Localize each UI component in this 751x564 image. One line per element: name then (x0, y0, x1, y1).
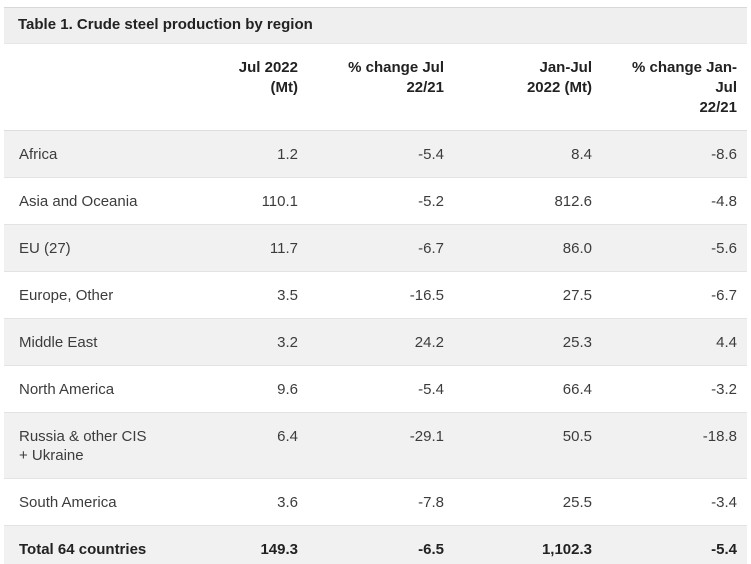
value-cell: -16.5 (308, 271, 454, 319)
table-row-africa: Africa 1.2 -5.4 8.4 -8.6 (4, 130, 747, 178)
region-cell: Middle East (4, 318, 200, 366)
value-cell: -5.2 (308, 177, 454, 225)
value-cell: 3.2 (200, 318, 308, 366)
total-value-cell: -5.4 (602, 525, 747, 564)
column-header-jul-2022: Jul 2022 (Mt) (200, 44, 308, 131)
column-header-jan-jul-2022: Jan-Jul 2022 (Mt) (454, 44, 602, 131)
column-header-region (4, 44, 200, 131)
value-cell: 50.5 (454, 412, 602, 479)
total-value-cell: 1,102.3 (454, 525, 602, 564)
value-cell: -8.6 (602, 130, 747, 178)
value-cell: 812.6 (454, 177, 602, 225)
value-cell: 25.5 (454, 478, 602, 526)
table-row-russia-cis-ukraine: Russia & other CIS + Ukraine 6.4 -29.1 5… (4, 412, 747, 479)
value-cell: 4.4 (602, 318, 747, 366)
table-row-north-america: North America 9.6 -5.4 66.4 -3.2 (4, 365, 747, 413)
value-cell: 8.4 (454, 130, 602, 178)
value-cell: -18.8 (602, 412, 747, 479)
region-cell: Africa (4, 130, 200, 178)
value-cell: 25.3 (454, 318, 602, 366)
value-cell: 110.1 (200, 177, 308, 225)
table-footer: Total 64 countries 149.3 -6.5 1,102.3 -5… (4, 525, 747, 564)
total-value-cell: -6.5 (308, 525, 454, 564)
region-cell: Russia & other CIS + Ukraine (4, 412, 200, 479)
region-cell: Asia and Oceania (4, 177, 200, 225)
table-row-eu27: EU (27) 11.7 -6.7 86.0 -5.6 (4, 224, 747, 272)
value-cell: 27.5 (454, 271, 602, 319)
column-header-pct-change-jul: % change Jul 22/21 (308, 44, 454, 131)
table-title: Table 1. Crude steel production by regio… (4, 7, 747, 44)
value-cell: -4.8 (602, 177, 747, 225)
value-cell: -3.2 (602, 365, 747, 413)
value-cell: 9.6 (200, 365, 308, 413)
value-cell: -5.4 (308, 365, 454, 413)
table-row-total: Total 64 countries 149.3 -6.5 1,102.3 -5… (4, 525, 747, 564)
table-header: Jul 2022 (Mt) % change Jul 22/21 Jan-Jul… (4, 44, 747, 131)
value-cell: -6.7 (308, 224, 454, 272)
value-cell: -7.8 (308, 478, 454, 526)
value-cell: 24.2 (308, 318, 454, 366)
region-cell: South America (4, 478, 200, 526)
crude-steel-table-section: Table 1. Crude steel production by regio… (4, 7, 747, 564)
table-row-south-america: South America 3.6 -7.8 25.5 -3.4 (4, 478, 747, 526)
value-cell: -5.6 (602, 224, 747, 272)
table-row-middle-east: Middle East 3.2 24.2 25.3 4.4 (4, 318, 747, 366)
value-cell: 3.5 (200, 271, 308, 319)
table-row-europe-other: Europe, Other 3.5 -16.5 27.5 -6.7 (4, 271, 747, 319)
column-header-pct-change-jan-jul: % change Jan-Jul 22/21 (602, 44, 747, 131)
total-label-cell: Total 64 countries (4, 525, 200, 564)
value-cell: 11.7 (200, 224, 308, 272)
value-cell: -6.7 (602, 271, 747, 319)
region-cell: EU (27) (4, 224, 200, 272)
value-cell: 86.0 (454, 224, 602, 272)
value-cell: 3.6 (200, 478, 308, 526)
region-cell: Europe, Other (4, 271, 200, 319)
crude-steel-production-table: Jul 2022 (Mt) % change Jul 22/21 Jan-Jul… (4, 44, 747, 564)
value-cell: 1.2 (200, 130, 308, 178)
value-cell: 66.4 (454, 365, 602, 413)
total-value-cell: 149.3 (200, 525, 308, 564)
value-cell: -3.4 (602, 478, 747, 526)
value-cell: -29.1 (308, 412, 454, 479)
table-body: Africa 1.2 -5.4 8.4 -8.6 Asia and Oceani… (4, 130, 747, 526)
value-cell: 6.4 (200, 412, 308, 479)
table-row-asia-oceania: Asia and Oceania 110.1 -5.2 812.6 -4.8 (4, 177, 747, 225)
value-cell: -5.4 (308, 130, 454, 178)
region-cell: North America (4, 365, 200, 413)
header-row: Jul 2022 (Mt) % change Jul 22/21 Jan-Jul… (4, 44, 747, 131)
